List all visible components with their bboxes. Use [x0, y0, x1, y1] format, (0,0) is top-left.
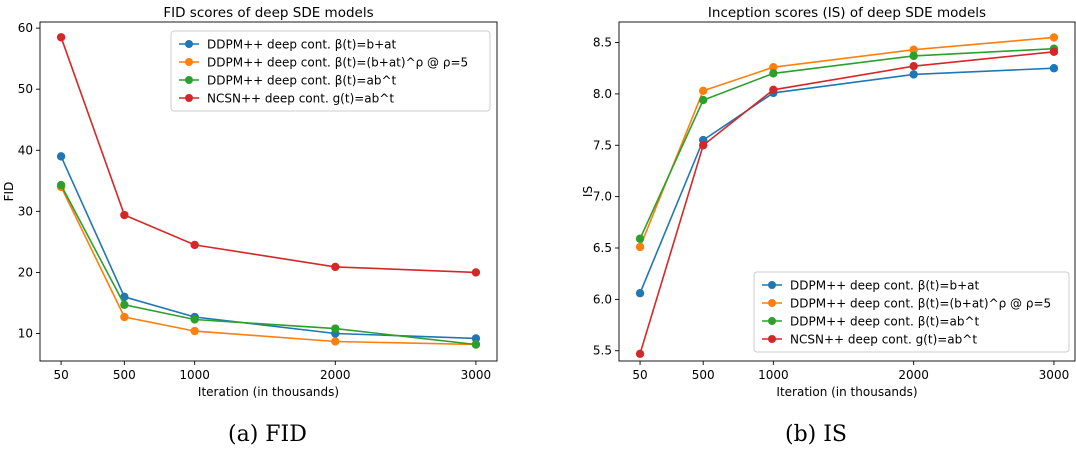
data-point	[769, 85, 778, 95]
y-tick-label: 20	[18, 265, 33, 279]
legend-marker	[185, 76, 193, 84]
data-point	[635, 242, 645, 252]
data-point	[190, 326, 199, 336]
x-tick-label: 3000	[461, 368, 492, 382]
data-point	[331, 262, 340, 272]
data-point	[698, 95, 708, 105]
legend-box	[170, 30, 491, 112]
legend: DDPM++ deep cont. β(t)=b+at DDPM++ deep c…	[170, 30, 491, 112]
data-point	[769, 69, 778, 78]
series-NCSN++ deep cont. g(t)=ab^t	[56, 33, 481, 277]
data-point	[56, 33, 66, 42]
x-tick-label: 1000	[179, 368, 210, 382]
plot-frame	[39, 21, 498, 362]
data-point	[635, 234, 645, 243]
legend: DDPM++ deep cont. β(t)=b+at DDPM++ deep c…	[753, 271, 1070, 353]
x-tick-label: 50	[53, 368, 68, 382]
data-point	[1049, 33, 1059, 42]
data-point	[471, 334, 481, 343]
legend-label: DDPM++ deep cont. β(t)=ab^t	[207, 73, 396, 87]
y-axis-label: FID	[2, 182, 16, 202]
legend-marker	[768, 317, 776, 325]
series-DDPM++ deep cont. β(t)=(b+at)^ρ @ ρ=5	[635, 33, 1059, 252]
y-tick-label: 6.5	[593, 241, 612, 255]
legend-marker	[185, 58, 193, 66]
x-tick-label: 2000	[320, 368, 351, 382]
series-DDPM++ deep cont. β(t)=ab^t	[56, 180, 481, 349]
data-point	[331, 337, 340, 346]
series-DDPM++ deep cont. β(t)=b+at	[56, 152, 481, 343]
plot-frame	[618, 21, 1076, 362]
legend-marker	[768, 335, 776, 343]
data-point	[190, 240, 199, 250]
legend-marker	[768, 281, 776, 289]
data-point	[635, 349, 645, 359]
y-tick-label: 8.5	[593, 36, 612, 50]
data-point	[909, 70, 918, 79]
chart-2: Inception scores (IS) of deep SDE models…	[581, 5, 1076, 399]
x-axis-label: Iteration (in thousands)	[198, 385, 339, 399]
x-tick-label: 500	[113, 368, 136, 382]
legend-label: DDPM++ deep cont. β(t)=(b+at)^ρ @ ρ=5	[207, 55, 468, 69]
data-point	[190, 315, 199, 324]
legend-label: DDPM++ deep cont. β(t)=b+at	[207, 37, 396, 51]
data-point	[120, 300, 129, 310]
y-tick-label: 50	[18, 82, 33, 96]
legend-label: DDPM++ deep cont. β(t)=b+at	[790, 278, 979, 292]
data-point	[1049, 64, 1059, 73]
data-point	[909, 61, 918, 71]
data-point	[698, 141, 708, 150]
y-tick-label: 60	[18, 21, 33, 35]
y-tick-label: 8.0	[593, 87, 612, 101]
x-tick-label: 2000	[898, 368, 929, 382]
legend-marker	[185, 40, 193, 48]
y-tick-label: 7.5	[593, 138, 612, 152]
data-point	[120, 312, 129, 322]
x-axis-label: Iteration (in thousands)	[776, 385, 917, 399]
legend-label: DDPM++ deep cont. β(t)=ab^t	[790, 314, 979, 328]
x-tick-label: 1000	[758, 368, 789, 382]
legend-box	[753, 271, 1070, 353]
chart-title: FID scores of deep SDE models	[163, 5, 373, 21]
y-tick-label: 5.5	[593, 344, 612, 358]
y-tick-label: 6.0	[593, 292, 612, 306]
data-point	[909, 45, 918, 54]
legend-label: NCSN++ deep cont. g(t)=ab^t	[207, 91, 394, 105]
data-point	[698, 86, 708, 96]
x-tick-label: 3000	[1039, 368, 1070, 382]
legend-label: NCSN++ deep cont. g(t)=ab^t	[790, 332, 977, 346]
legend-marker	[768, 299, 776, 307]
chart-1: FID scores of deep SDE models 50 500 1000 20…	[2, 5, 498, 399]
series-NCSN++ deep cont. g(t)=ab^t	[635, 47, 1059, 359]
x-tick-label: 50	[632, 368, 647, 382]
series-line	[60, 156, 476, 340]
y-axis-label: IS	[581, 186, 595, 197]
caption-b: (b) IS	[785, 422, 848, 447]
data-point	[56, 152, 66, 161]
data-point	[56, 180, 66, 190]
data-point	[331, 324, 340, 333]
data-point	[635, 289, 645, 298]
data-point	[769, 62, 778, 72]
data-point	[471, 268, 481, 277]
legend-label: DDPM++ deep cont. β(t)=(b+at)^ρ @ ρ=5	[790, 296, 1051, 310]
y-tick-label: 10	[18, 327, 33, 341]
legend-marker	[185, 94, 193, 102]
data-point	[1049, 47, 1059, 56]
y-tick-label: 30	[18, 204, 33, 218]
data-point	[471, 340, 481, 349]
caption-a: (a) FID	[228, 422, 307, 447]
y-tick-label: 7.0	[593, 190, 612, 204]
data-point	[909, 51, 918, 61]
x-tick-label: 500	[692, 368, 715, 382]
series-DDPM++ deep cont. β(t)=ab^t	[635, 44, 1059, 243]
data-point	[120, 210, 129, 220]
chart-title: Inception scores (IS) of deep SDE models	[708, 5, 986, 21]
y-tick-label: 40	[18, 143, 33, 157]
data-point	[120, 292, 129, 302]
